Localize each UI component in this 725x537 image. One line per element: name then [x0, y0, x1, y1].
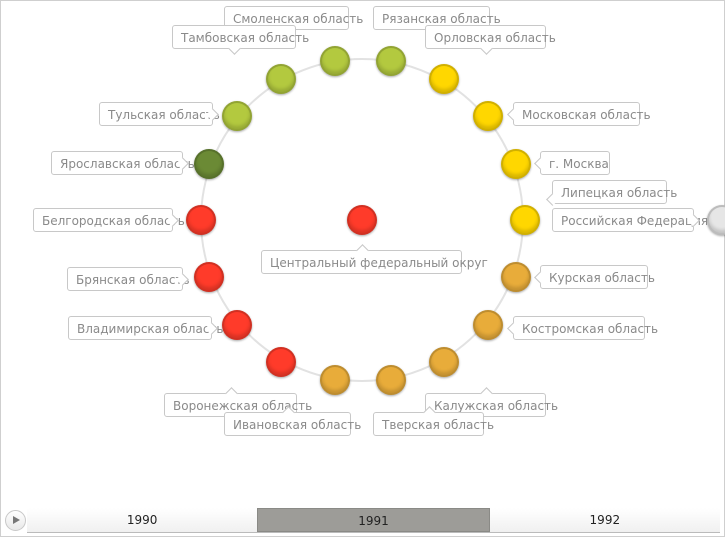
- center-label: Центральный федеральный округ: [261, 244, 488, 274]
- region-label-text: Орловская область: [434, 31, 556, 45]
- region-label-text: Калужская область: [434, 399, 559, 413]
- region-label-text: Тульская область: [108, 108, 220, 122]
- region-label-text: Смоленская область: [233, 12, 364, 26]
- region-node[interactable]: [501, 262, 531, 292]
- region-node[interactable]: [194, 149, 224, 179]
- region-label: Ивановская область: [224, 406, 361, 436]
- region-label-text: Владимирская область: [77, 322, 224, 336]
- region-label: Брянская область: [67, 267, 190, 291]
- center-node[interactable]: [347, 205, 377, 235]
- region-node[interactable]: [429, 347, 459, 377]
- region-label-text: Костромская область: [522, 322, 659, 336]
- region-node[interactable]: [222, 310, 252, 340]
- region-node[interactable]: [266, 347, 296, 377]
- timeline: 1990 1991 1992: [27, 508, 720, 533]
- region-label-text: Ивановская область: [233, 418, 362, 432]
- region-node[interactable]: [473, 101, 503, 131]
- region-label: Белгородская область: [33, 208, 185, 232]
- region-label-text: Тамбовская область: [181, 31, 310, 45]
- region-label-text: Белгородская область: [42, 214, 185, 228]
- region-node[interactable]: [194, 262, 224, 292]
- region-label: Орловская область: [425, 25, 556, 55]
- region-node[interactable]: [501, 149, 531, 179]
- region-label-text: Рязанская область: [382, 12, 501, 26]
- region-label: г. Москва: [534, 151, 610, 175]
- region-label: Калужская область: [425, 387, 558, 417]
- region-label-text: Брянская область: [76, 273, 190, 287]
- play-button[interactable]: [5, 510, 26, 531]
- year-1992[interactable]: 1992: [589, 513, 621, 527]
- region-node[interactable]: [707, 205, 725, 235]
- region-node[interactable]: [320, 46, 350, 76]
- region-label-text: Ярославская область: [60, 157, 195, 171]
- region-label: Тверская область: [373, 406, 494, 436]
- region-node[interactable]: [186, 205, 216, 235]
- region-label: Костромская область: [507, 316, 658, 340]
- region-label: Владимирская область: [68, 316, 223, 340]
- region-node[interactable]: [473, 310, 503, 340]
- region-label-text: Московская область: [522, 108, 651, 122]
- region-label-text: Курская область: [549, 271, 655, 285]
- region-label: Ярославская область: [51, 151, 195, 175]
- region-label: Тульская область: [99, 102, 220, 126]
- year-1990[interactable]: 1990: [126, 513, 158, 527]
- region-label: Московская область: [507, 102, 651, 126]
- region-node[interactable]: [510, 205, 540, 235]
- year-1991[interactable]: 1991: [257, 508, 490, 532]
- region-label: Липецкая область: [546, 180, 677, 206]
- region-label: Тамбовская область: [172, 25, 309, 55]
- region-label-text: Российская Федерация: [561, 214, 709, 228]
- region-node[interactable]: [266, 64, 296, 94]
- region-node[interactable]: [320, 365, 350, 395]
- region-node[interactable]: [222, 101, 252, 131]
- region-node[interactable]: [376, 365, 406, 395]
- region-label: Курская область: [534, 265, 655, 289]
- region-label-text: г. Москва: [549, 157, 609, 171]
- region-node[interactable]: [429, 64, 459, 94]
- region-label: Российская Федерация: [552, 208, 708, 232]
- region-label-text: Центральный федеральный округ: [270, 256, 488, 270]
- region-node[interactable]: [376, 46, 406, 76]
- region-label-text: Воронежская область: [173, 399, 313, 413]
- region-label-text: Липецкая область: [561, 186, 678, 200]
- region-label-text: Тверская область: [382, 418, 495, 432]
